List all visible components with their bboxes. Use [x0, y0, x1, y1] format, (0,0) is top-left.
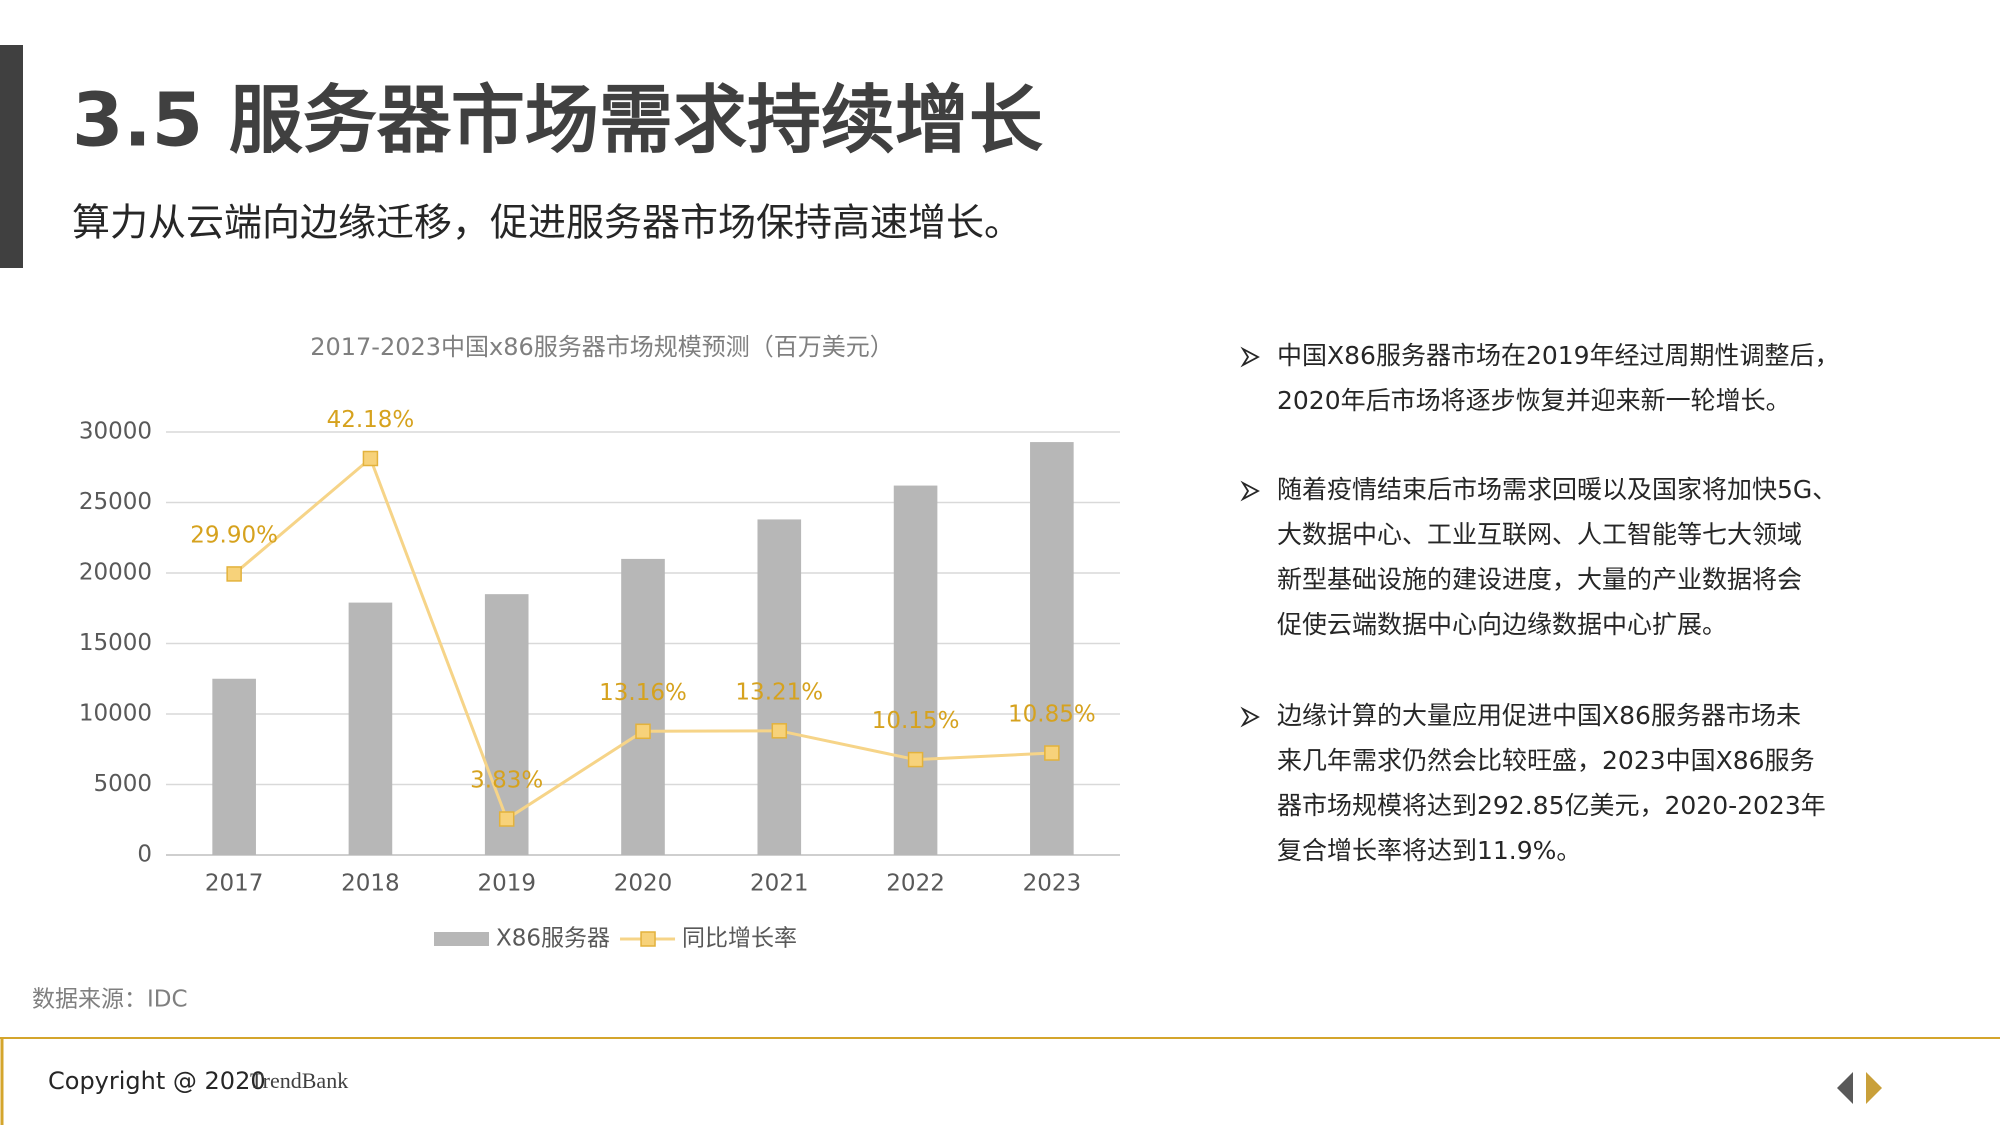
line-marker — [498, 811, 515, 827]
y-tick-label: 0 — [137, 842, 152, 868]
bar — [621, 558, 665, 855]
bar — [757, 519, 802, 855]
line-marker — [907, 751, 924, 768]
copyright: Copyright @ 2020 — [48, 1067, 266, 1095]
source-note: 数据来源：IDC — [32, 987, 188, 1013]
bullet-text: 新型基础设施的建设进度，大量的产业数据将会 — [1277, 565, 1802, 594]
bar — [212, 678, 256, 855]
data-label: 29.90% — [190, 522, 278, 548]
plot: 0 5000 10000 15000 20000 25000 30000 2017 2018 20… — [79, 407, 1120, 952]
bullet-arrow — [1240, 346, 1260, 368]
bullet-text: 边缘计算的大量应用促进中国X86服务器市场未 — [1277, 701, 1801, 730]
y-tick-label: 15000 — [79, 630, 152, 656]
legend-label: X86服务器 — [496, 926, 610, 952]
line-marker — [635, 723, 651, 740]
data-label: 10.15% — [872, 708, 960, 734]
y-tick-label: 5000 — [93, 771, 152, 797]
bar — [1030, 442, 1074, 855]
chart-title: 2017-2023中国x86服务器市场规模预测（百万美元） — [310, 333, 894, 361]
x-tick-label: 2020 — [614, 871, 673, 897]
line-marker — [1044, 745, 1060, 761]
next-button[interactable] — [1866, 1072, 1882, 1104]
line-marker — [226, 566, 242, 582]
slide-title: 3.5 服务器市场需求持续增长 — [72, 78, 1043, 164]
x-tick-label: 2022 — [886, 871, 945, 897]
data-label: 3.83% — [470, 767, 543, 793]
bullet-text: 复合增长率将达到11.9%。 — [1277, 836, 1581, 865]
x-tick-label: 2021 — [750, 871, 809, 897]
y-tick-label: 30000 — [79, 419, 152, 445]
bullet-text: 随着疫情结束后市场需求回暖以及国家将加快5G、 — [1277, 475, 1837, 504]
brand: TrendBank — [250, 1068, 348, 1093]
bullet-text: 中国X86服务器市场在2019年经过周期性调整后， — [1277, 341, 1840, 370]
bullet-text: 2020年后市场将逐步恢复并迎来新一轮增长。 — [1277, 386, 1791, 415]
legend-label: 同比增长率 — [682, 926, 797, 952]
data-label: 13.16% — [599, 680, 687, 706]
prev-button[interactable] — [1837, 1072, 1853, 1104]
data-label: 13.21% — [735, 679, 823, 705]
bullet-list: 中国X86服务器市场在2019年经过周期性调整后， 2020年后市场将逐步恢复并迎… — [1240, 341, 1840, 865]
line-marker — [362, 450, 379, 467]
data-label: 42.18% — [327, 407, 415, 433]
bar — [893, 485, 938, 855]
bullet-text: 促使云端数据中心向边缘数据中心扩展。 — [1277, 610, 1727, 639]
y-tick-label: 10000 — [79, 701, 152, 727]
x-tick-label: 2017 — [205, 871, 264, 897]
title-accent — [0, 45, 23, 268]
x-tick-label: 2018 — [341, 871, 400, 897]
bullet-text: 来几年需求仍然会比较旺盛，2023中国X86服务 — [1277, 746, 1815, 775]
x-tick-label: 2023 — [1023, 871, 1082, 897]
legend-swatch — [434, 932, 489, 946]
data-label: 10.85% — [1008, 702, 1096, 728]
bullet-arrow — [1240, 480, 1260, 502]
bullet-text: 器市场规模将达到292.85亿美元，2020-2023年 — [1277, 791, 1826, 820]
y-tick-label: 20000 — [79, 560, 152, 586]
bullet-text: 大数据中心、工业互联网、人工智能等七大领域 — [1277, 520, 1802, 549]
bar — [348, 602, 393, 855]
slide-subtitle: 算力从云端向边缘迁移，促进服务器市场保持高速增长。 — [72, 201, 1022, 245]
line-marker — [771, 723, 788, 739]
x-tick-label: 2019 — [477, 871, 536, 897]
bullet-arrow — [1240, 706, 1260, 728]
legend-swatch — [640, 931, 656, 947]
y-tick-label: 25000 — [79, 489, 152, 515]
